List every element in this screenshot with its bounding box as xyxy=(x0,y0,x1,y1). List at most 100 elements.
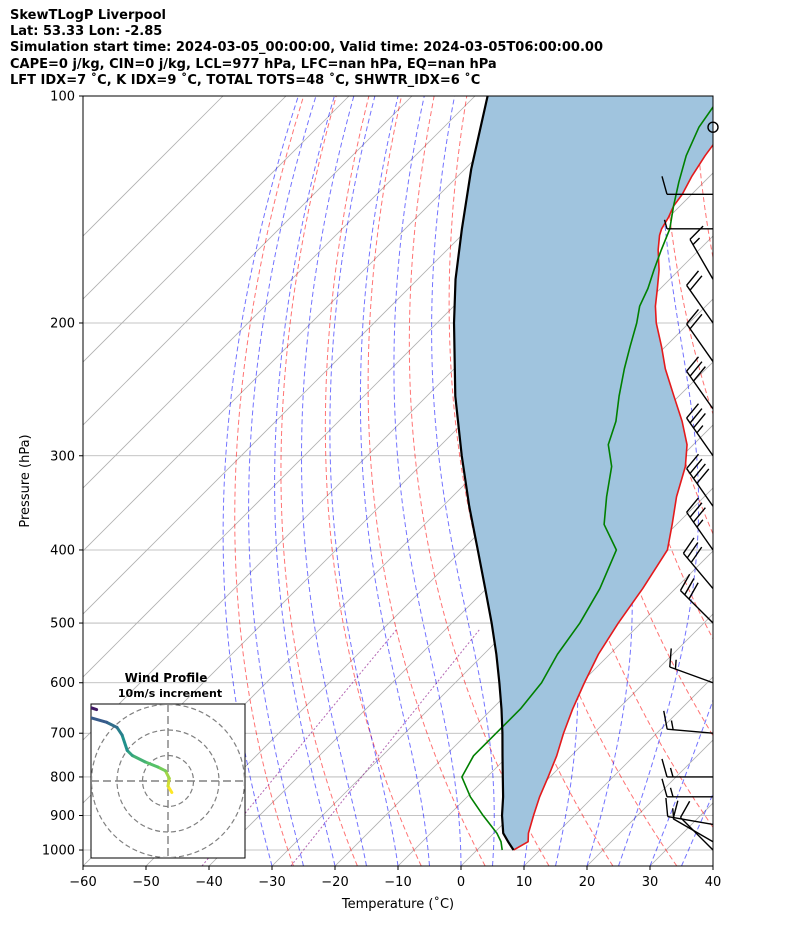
wind-barb xyxy=(686,453,714,507)
dry-adiabat xyxy=(760,96,794,866)
moist-adiabat xyxy=(248,96,317,866)
moist-adiabat xyxy=(393,96,462,866)
x-tick-label: −60 xyxy=(69,875,96,890)
y-tick-label: 300 xyxy=(50,449,75,464)
moist-adiabat xyxy=(359,96,430,866)
axis-layer: −60 −50 −40 −30 −20 −10 0 10 20 30 40 100 200 300 400 5… xyxy=(42,90,721,891)
hodograph-segment xyxy=(91,706,99,712)
wind-barb xyxy=(665,797,714,826)
x-tick-label: 10 xyxy=(516,875,533,890)
barb-full-flag xyxy=(661,778,668,797)
barb-full-flag xyxy=(679,573,691,591)
dry-adiabat xyxy=(324,96,422,866)
wind-barb xyxy=(686,309,714,362)
y-tick-label: 500 xyxy=(50,617,75,632)
isotherm-gridline xyxy=(523,676,713,866)
x-tick-label: −30 xyxy=(258,875,285,890)
x-tick-label: 30 xyxy=(642,875,659,890)
barb-full-flag xyxy=(690,546,703,563)
barb-full-flag xyxy=(686,497,700,513)
x-axis-label: Temperature (˚C) xyxy=(341,896,454,912)
barb-full-flag xyxy=(661,758,668,778)
hodograph-segment xyxy=(84,710,89,718)
wind-barb xyxy=(663,710,714,734)
barb-staff xyxy=(667,815,714,826)
barb-half-flag xyxy=(669,767,674,778)
barb-full-flag xyxy=(689,408,703,424)
barb-full-flag xyxy=(686,309,700,325)
barb-staff xyxy=(667,728,714,734)
hodograph-segment xyxy=(115,725,124,737)
isotherm-gridline xyxy=(83,96,224,237)
x-tick-label: −40 xyxy=(195,875,222,890)
hodograph-segment xyxy=(130,754,147,764)
isotherm-gridline xyxy=(83,96,350,363)
y-tick-label: 800 xyxy=(50,770,75,785)
barb-full-flag xyxy=(689,361,703,377)
moist-adiabat xyxy=(431,96,495,866)
barb-full-flag xyxy=(689,458,703,474)
mixing-ratio-line xyxy=(290,629,480,866)
simulation-time-line: Simulation start time: 2024-03-05_00:00:… xyxy=(10,40,603,56)
barb-staff xyxy=(686,284,714,324)
barb-half-flag xyxy=(672,808,675,818)
dry-adiabat xyxy=(694,96,713,260)
barb-half-flag xyxy=(670,720,674,730)
wind-barb xyxy=(679,800,714,851)
barb-staff xyxy=(682,552,714,589)
barb-half-flag xyxy=(669,787,674,797)
wind-barb xyxy=(679,573,714,624)
dry-adiabat xyxy=(367,96,486,866)
isotherm-gridline xyxy=(83,96,539,552)
isotherm-gridline xyxy=(334,487,713,866)
hodograph-segment xyxy=(120,733,129,752)
stability-indices-line: CAPE=0 j/kg, CIN=0 j/kg, LCL=977 hPa, LF… xyxy=(10,56,497,72)
y-tick-label: 900 xyxy=(50,809,75,824)
hodograph-inset: Wind Profile 10m/s increment xyxy=(84,671,246,859)
barb-full-flag xyxy=(661,176,668,195)
barb-full-flag xyxy=(692,366,706,382)
wind-barb xyxy=(682,537,714,589)
barb-staff xyxy=(679,590,714,624)
dry-adiabat xyxy=(728,96,794,866)
barb-full-flag xyxy=(692,413,706,429)
hodograph-ring xyxy=(91,704,245,858)
hodograph-subtitle: 10m/s increment xyxy=(118,687,222,700)
dry-adiabat xyxy=(234,96,305,866)
x-tick-label: 0 xyxy=(457,875,465,890)
y-axis-label: Pressure (hPa) xyxy=(18,434,33,527)
wind-barb xyxy=(686,270,714,324)
barb-full-flag xyxy=(692,463,706,479)
barb-full-flag xyxy=(684,578,695,596)
barb-full-flag xyxy=(665,797,669,817)
wind-barbs xyxy=(661,121,719,851)
barb-full-flag xyxy=(688,582,699,600)
moist-adiabat xyxy=(329,96,399,866)
hodograph-segment xyxy=(143,760,160,769)
isotherm-gridline xyxy=(460,613,713,866)
barb-staff xyxy=(686,468,714,507)
barb-staff xyxy=(689,239,714,280)
temperature-line xyxy=(513,143,713,851)
chart-header: SkewTLogP Liverpool Lat: 53.33 Lon: -2.8… xyxy=(10,8,603,89)
barb-half-flag xyxy=(696,519,704,528)
x-tick-label: 40 xyxy=(705,875,722,890)
moist-adiabat xyxy=(681,792,713,866)
wind-barb xyxy=(669,648,714,684)
barb-full-flag xyxy=(686,356,700,372)
barb-full-flag xyxy=(689,502,703,518)
wind-barb xyxy=(663,219,713,230)
chart-title: SkewTLogP Liverpool xyxy=(10,8,166,23)
wind-barb xyxy=(686,497,714,551)
moist-adiabat xyxy=(712,864,713,866)
barb-full-flag xyxy=(669,648,672,668)
y-tick-label: 100 xyxy=(50,90,75,105)
isotherm-gridline xyxy=(83,96,413,426)
moist-adiabat xyxy=(649,698,713,866)
wind-barb xyxy=(661,778,713,798)
dry-adiabat xyxy=(280,96,358,866)
hodograph-plot xyxy=(84,704,245,858)
barb-half-flag xyxy=(674,659,677,670)
lifted-indices-line: LFT IDX=7 ˚C, K IDX=9 ˚C, TOTAL TOTS=48 … xyxy=(10,72,481,88)
x-tick-label: −10 xyxy=(384,875,411,890)
